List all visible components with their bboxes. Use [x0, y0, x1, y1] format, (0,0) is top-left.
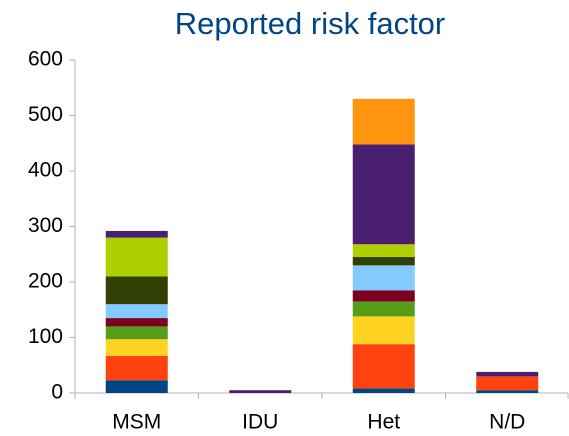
- bar-segment: [105, 318, 168, 327]
- bar-segment: [105, 230, 168, 238]
- x-tick-label: MSM: [112, 411, 161, 434]
- bar-segment: [105, 237, 168, 277]
- bar-segment: [105, 380, 168, 393]
- bar-segment: [352, 244, 415, 258]
- bar-segment: [352, 290, 415, 302]
- y-tick-label: 200: [28, 270, 63, 293]
- chart-title: Reported risk factor: [175, 6, 446, 41]
- bar-segment: [105, 355, 168, 381]
- bar-segment: [105, 304, 168, 319]
- bar-segment: [105, 339, 168, 356]
- y-tick-label: 600: [28, 48, 63, 71]
- x-tick-label: IDU: [242, 411, 278, 434]
- y-tick-label: 0: [51, 381, 63, 404]
- x-tick-label: N/D: [489, 411, 525, 434]
- x-tick-label: Het: [367, 411, 400, 434]
- y-tick-label: 400: [28, 159, 63, 182]
- bar-segment: [476, 376, 539, 391]
- y-tick-label: 500: [28, 103, 63, 126]
- y-tick-label: 100: [28, 325, 63, 348]
- bar-segment: [476, 371, 539, 377]
- bar-segment: [105, 276, 168, 305]
- bar-segment: [352, 301, 415, 317]
- bar-segment: [105, 326, 168, 340]
- bar-segment: [352, 344, 415, 389]
- y-tick-label: 300: [28, 214, 63, 237]
- bar-segment: [352, 388, 415, 393]
- bar-segment: [352, 316, 415, 345]
- bar-segment: [352, 144, 415, 245]
- bar-segment: [352, 257, 415, 266]
- bar-segment: [476, 390, 539, 393]
- bar-segment: [229, 390, 292, 393]
- bar-segment: [352, 265, 415, 291]
- bar-segment: [352, 98, 415, 145]
